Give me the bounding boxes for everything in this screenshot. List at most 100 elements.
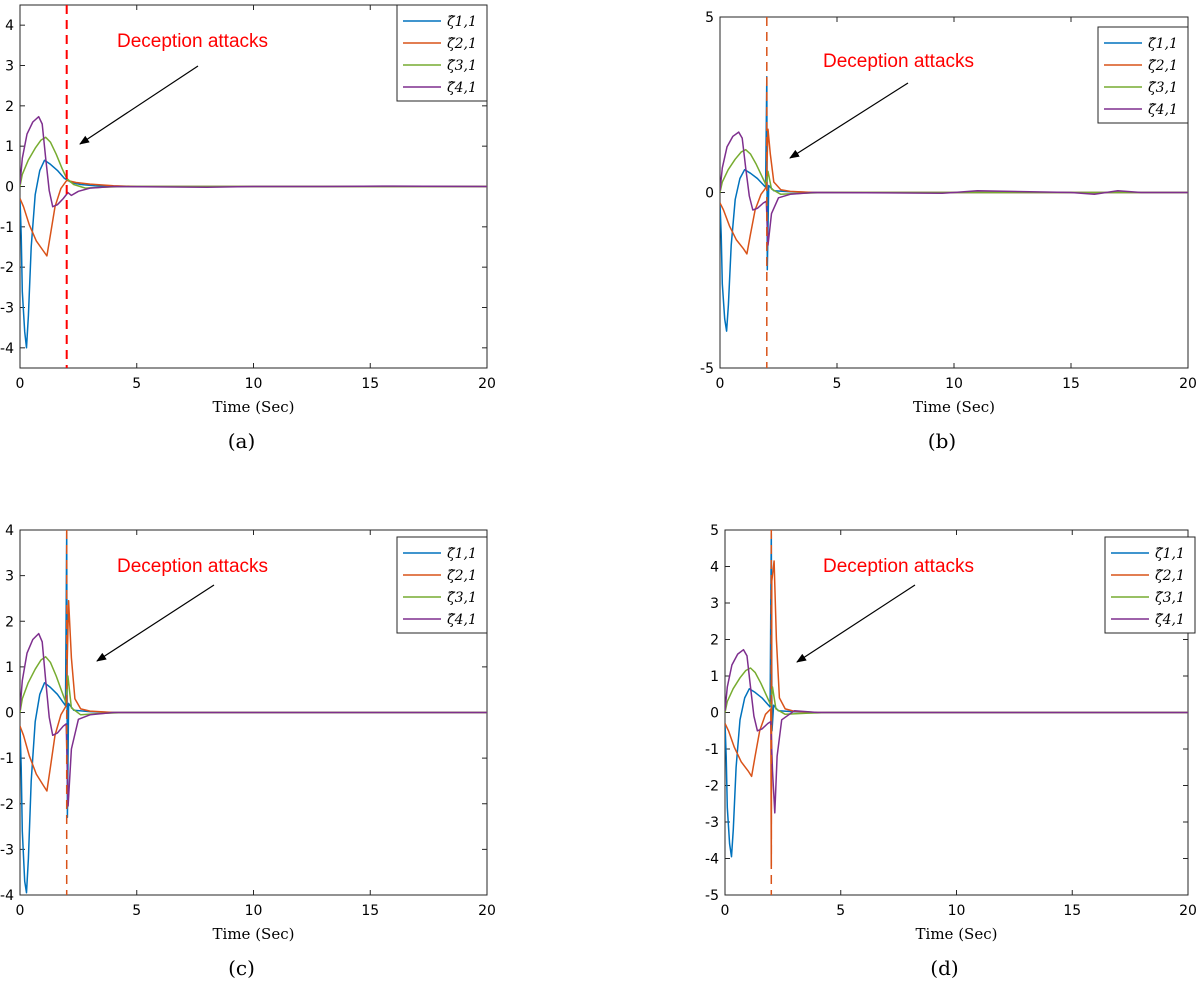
series-line-2 — [720, 128, 1188, 255]
legend-label: ζ̂2,1 — [447, 568, 477, 584]
series-line-3 — [720, 148, 1188, 196]
y-tick-label: -3 — [0, 301, 14, 317]
annotation-text: Deception attacks — [823, 51, 974, 72]
y-tick-label: -1 — [0, 751, 14, 767]
x-tick-label: 5 — [836, 903, 845, 919]
legend-label: ζ̂1,1 — [1155, 546, 1185, 562]
x-tick-label: 20 — [1179, 376, 1197, 392]
x-tick-label: 20 — [478, 903, 496, 919]
legend-label: ζ̂1,1 — [1148, 36, 1178, 52]
legend-label: ζ̂4,1 — [447, 612, 477, 628]
y-tick-label: -3 — [705, 815, 719, 831]
x-tick-label: 0 — [16, 903, 25, 919]
series-line-2 — [20, 179, 487, 257]
legend-label: ζ̂4,1 — [1148, 102, 1178, 118]
legend-label: ζ̂3,1 — [1155, 590, 1185, 606]
legend-label: ζ̂1,1 — [447, 14, 477, 30]
y-tick-label: 0 — [5, 706, 14, 722]
y-tick-label: 4 — [5, 523, 14, 539]
legend-label: ζ̂3,1 — [447, 58, 477, 74]
legend: ζ̂1,1 ζ̂2,1 ζ̂3,1 ζ̂4,1 — [1104, 536, 1196, 634]
legend-label: ζ̂2,1 — [1155, 568, 1185, 584]
annotation-text: Deception attacks — [823, 556, 974, 577]
annotation-arrow — [79, 65, 199, 145]
y-tick-label: 1 — [5, 139, 14, 155]
x-tick-label: 15 — [361, 376, 379, 392]
y-tick-label: 5 — [710, 523, 719, 539]
legend-label: ζ̂4,1 — [1155, 612, 1185, 628]
y-tick-label: 0 — [710, 706, 719, 722]
annotation-text: Deception attacks — [117, 556, 268, 577]
y-tick-label: -2 — [0, 797, 14, 813]
series-line-4 — [20, 115, 487, 208]
chart-panel-4: 0 5 10 15 20 -5 -4 -3 -2 -1 0 1 2 3 4 5 Time (Sec) (d) Dec… — [705, 523, 1197, 980]
y-tick-label: 0 — [705, 186, 714, 202]
y-tick-label: -4 — [0, 888, 14, 904]
y-tick-label: -5 — [700, 361, 714, 377]
annotation-arrow — [96, 584, 215, 662]
x-tick-label: 0 — [16, 376, 25, 392]
y-tick-label: 3 — [710, 596, 719, 612]
x-tick-label: 15 — [361, 903, 379, 919]
x-axis-label: Time (Sec) — [913, 398, 995, 416]
x-tick-label: 10 — [945, 376, 963, 392]
x-axis-label: Time (Sec) — [213, 398, 295, 416]
legend-label: ζ̂4,1 — [447, 80, 477, 96]
x-tick-label: 10 — [245, 903, 263, 919]
y-tick-label: 2 — [710, 633, 719, 649]
x-tick-label: 0 — [716, 376, 725, 392]
x-axis-label: Time (Sec) — [213, 925, 295, 943]
legend: ζ̂1,1 ζ̂2,1 ζ̂3,1 ζ̂4,1 — [1097, 26, 1189, 124]
x-tick-label: 10 — [245, 376, 263, 392]
y-tick-label: -1 — [705, 742, 719, 758]
y-tick-label: 2 — [5, 99, 14, 115]
y-tick-label: 4 — [5, 18, 14, 34]
panel-caption: (a) — [228, 429, 256, 453]
y-tick-label: -2 — [705, 779, 719, 795]
x-tick-label: 15 — [1063, 903, 1081, 919]
x-tick-label: 0 — [721, 903, 730, 919]
x-axis-label: Time (Sec) — [916, 925, 998, 943]
annotation-arrow — [796, 584, 916, 663]
y-tick-label: -3 — [0, 842, 14, 858]
annotation-arrow — [789, 82, 909, 159]
series-line-4 — [720, 131, 1188, 246]
y-tick-label: 3 — [5, 59, 14, 75]
x-tick-label: 20 — [1179, 903, 1197, 919]
legend-label: ζ̂3,1 — [447, 590, 477, 606]
panel-caption: (c) — [228, 956, 255, 980]
series-line-4 — [725, 648, 1188, 814]
series-line-3 — [725, 667, 1188, 716]
y-tick-label: 1 — [5, 660, 14, 676]
series-line-3 — [20, 656, 487, 716]
annotation-text: Deception attacks — [117, 31, 268, 52]
legend-label: ζ̂3,1 — [1148, 80, 1178, 96]
y-tick-label: 5 — [705, 10, 714, 26]
chart-panel-3: 0 5 10 15 20 -4 -3 -2 -1 0 1 2 3 4 Time (Sec) (c) Decept… — [0, 523, 496, 980]
y-tick-label: 1 — [710, 669, 719, 685]
series-line-1 — [20, 159, 487, 349]
x-tick-label: 20 — [478, 376, 496, 392]
y-tick-label: -4 — [705, 852, 719, 868]
x-tick-label: 10 — [948, 903, 966, 919]
series-line-3 — [20, 136, 487, 189]
y-tick-label: 4 — [710, 560, 719, 576]
x-tick-label: 5 — [132, 903, 141, 919]
legend-label: ζ̂2,1 — [447, 36, 477, 52]
legend: ζ̂1,1 ζ̂2,1 ζ̂3,1 ζ̂4,1 — [396, 536, 488, 634]
panel-caption: (d) — [930, 956, 958, 980]
legend: ζ̂1,1 ζ̂2,1 ζ̂3,1 ζ̂4,1 — [396, 4, 488, 102]
chart-panel-1: 0 5 10 15 20 -4 -3 -2 -1 0 1 2 3 4 Time (Sec) (a) Decept… — [0, 4, 496, 453]
series-line-2 — [20, 599, 487, 792]
y-tick-label: 0 — [5, 180, 14, 196]
x-tick-label: 5 — [833, 376, 842, 392]
series-line-4 — [20, 632, 487, 807]
series-line-2 — [725, 560, 1188, 867]
legend-label: ζ̂1,1 — [447, 546, 477, 562]
y-tick-label: 3 — [5, 569, 14, 585]
x-tick-label: 15 — [1062, 376, 1080, 392]
y-tick-label: -4 — [0, 341, 14, 357]
y-tick-label: -1 — [0, 220, 14, 236]
